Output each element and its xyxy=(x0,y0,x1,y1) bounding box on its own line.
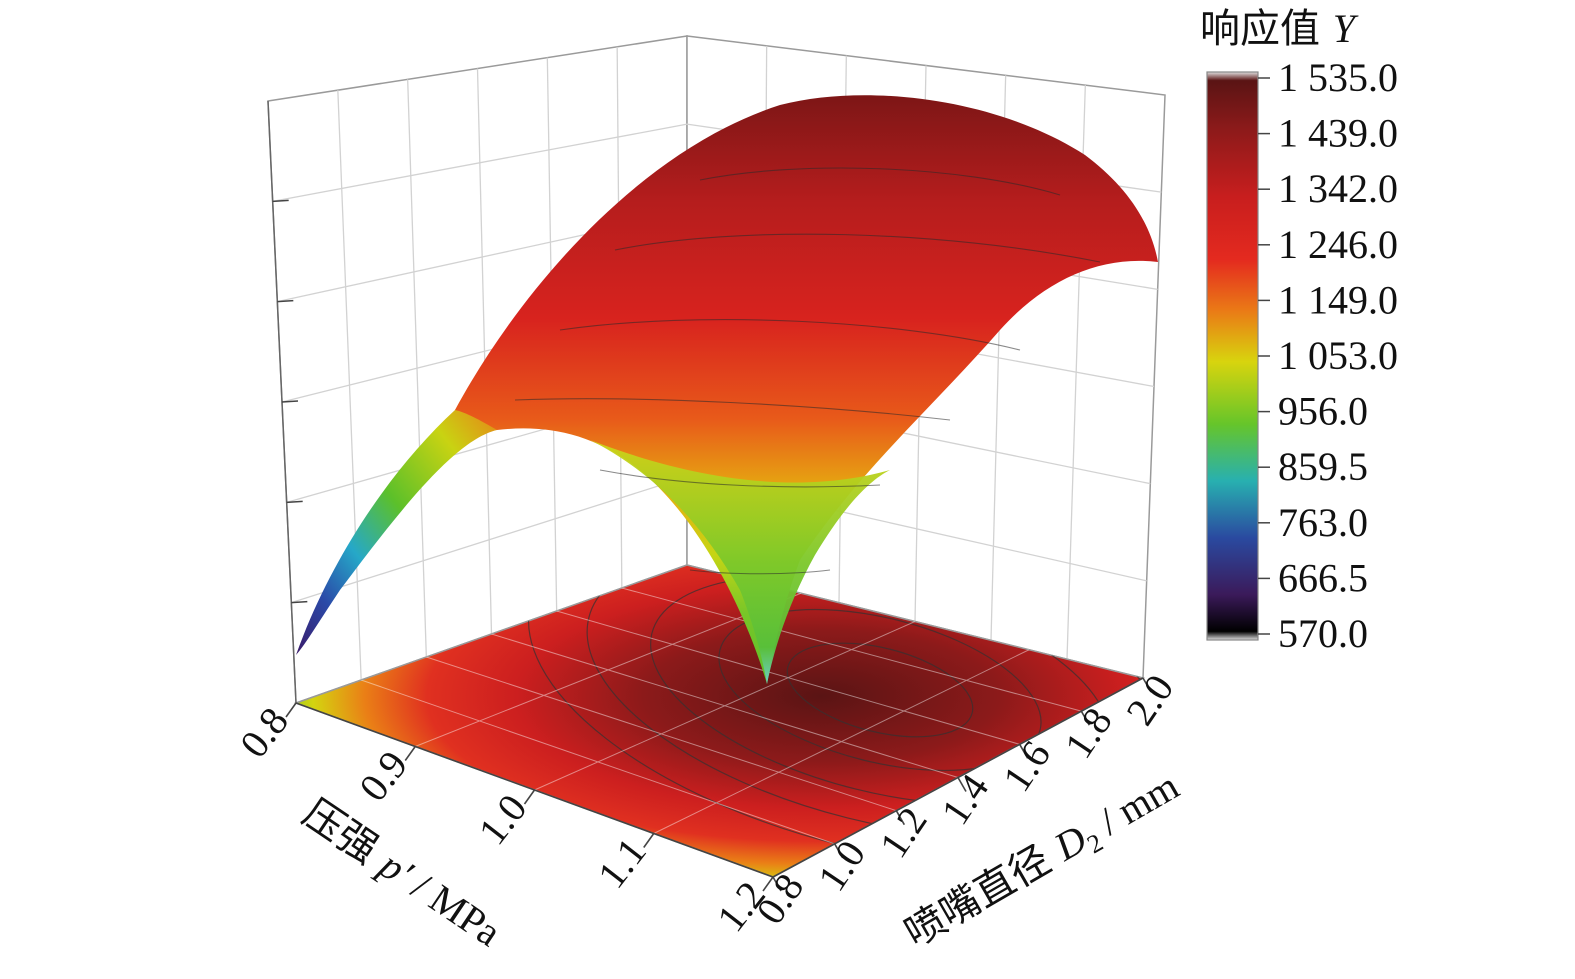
x-tick-label: 0.9 xyxy=(350,742,416,809)
surface-left-wing xyxy=(296,402,497,655)
z-tick-mark xyxy=(286,500,303,504)
y-tick-mark xyxy=(1142,677,1152,693)
colorbar: 响应值 Y 1 535.0 1 439.0 1 342.0 1 246.0 1 149.… xyxy=(1200,6,1398,656)
floor-contour-line xyxy=(586,565,1143,838)
z-tick-mark xyxy=(272,199,289,203)
y-tick-mark xyxy=(1080,710,1091,726)
surface-contour-line xyxy=(614,233,1101,263)
floor-gridline xyxy=(534,621,916,791)
colorbar-label: 570.0 xyxy=(1278,611,1368,656)
x-tick-mark xyxy=(285,702,297,718)
x-tick-label: 1.0 xyxy=(469,786,535,853)
surface-contour-line xyxy=(699,167,1061,196)
floor-gridline xyxy=(621,587,1082,712)
colorbar-title-symbol: Y xyxy=(1333,6,1359,51)
floor-gridline xyxy=(653,649,1030,834)
surface-contour-line xyxy=(689,569,831,575)
floor-gridline xyxy=(415,592,802,747)
surface-contour-line xyxy=(559,319,1021,351)
colorbar-label: 666.5 xyxy=(1278,555,1368,600)
colorbar-title-prefix: 响应值 xyxy=(1200,6,1333,52)
x-axis-title-suffix: / MPa xyxy=(396,858,510,955)
colorbar-label: 859.5 xyxy=(1278,444,1368,489)
z-tick-mark xyxy=(291,600,308,604)
colorbar-label: 1 535.0 xyxy=(1278,55,1398,100)
response-surface xyxy=(296,95,1158,685)
surface-main-dome xyxy=(455,95,1158,685)
colorbar-title: 响应值 Y xyxy=(1200,6,1359,52)
surface-contour-line xyxy=(514,398,951,421)
floor-gridline xyxy=(361,679,835,845)
y-axis-title-suffix: / mm xyxy=(1083,763,1186,849)
colorbar-label: 1 439.0 xyxy=(1278,111,1398,156)
colorbar-label: 1 149.0 xyxy=(1278,277,1398,322)
surface-contour-lines xyxy=(514,167,1101,575)
surface-contour-line xyxy=(599,469,881,488)
colorbar-ramp xyxy=(1206,71,1259,641)
colorbar-label: 1 342.0 xyxy=(1278,166,1398,211)
x-tick-mark xyxy=(643,833,655,848)
colorbar-label: 956.0 xyxy=(1278,389,1368,434)
floor-gridline xyxy=(426,656,897,812)
y-tick-mark xyxy=(833,843,844,859)
surface-front-spike xyxy=(590,440,890,684)
x-tick-mark xyxy=(523,789,536,805)
z-tick-mark xyxy=(277,299,294,303)
x-tick-mark xyxy=(762,876,774,892)
floor-contour-line xyxy=(786,642,974,738)
z-axis-ticks xyxy=(272,199,308,604)
colorbar-labels: 1 535.0 1 439.0 1 342.0 1 246.0 1 149.0 1 053… xyxy=(1258,55,1398,656)
floor-gridlines xyxy=(361,587,1082,845)
floor-gridline xyxy=(491,633,959,778)
y-axis-title: 喷嘴直径 D2 / mm xyxy=(897,763,1189,960)
x-tick-label: 1.1 xyxy=(589,829,655,896)
z-tick-mark xyxy=(281,400,299,403)
y-axis-title-prefix: 喷嘴直径 xyxy=(897,830,1070,956)
y-tick-mark xyxy=(772,876,782,892)
x-tick-mark xyxy=(404,746,416,761)
colorbar-label: 1 246.0 xyxy=(1278,222,1398,267)
colorbar-label: 1 053.0 xyxy=(1278,333,1398,378)
floor-gridline xyxy=(556,610,1020,745)
y-tick-mark xyxy=(1018,743,1029,759)
y-tick-mark xyxy=(895,810,906,826)
z-axis xyxy=(267,100,308,704)
y-tick-mark xyxy=(957,777,967,792)
colorbar-label: 763.0 xyxy=(1278,500,1368,545)
x-tick-label: 0.8 xyxy=(231,699,297,766)
floor-contour-line xyxy=(718,608,1042,772)
